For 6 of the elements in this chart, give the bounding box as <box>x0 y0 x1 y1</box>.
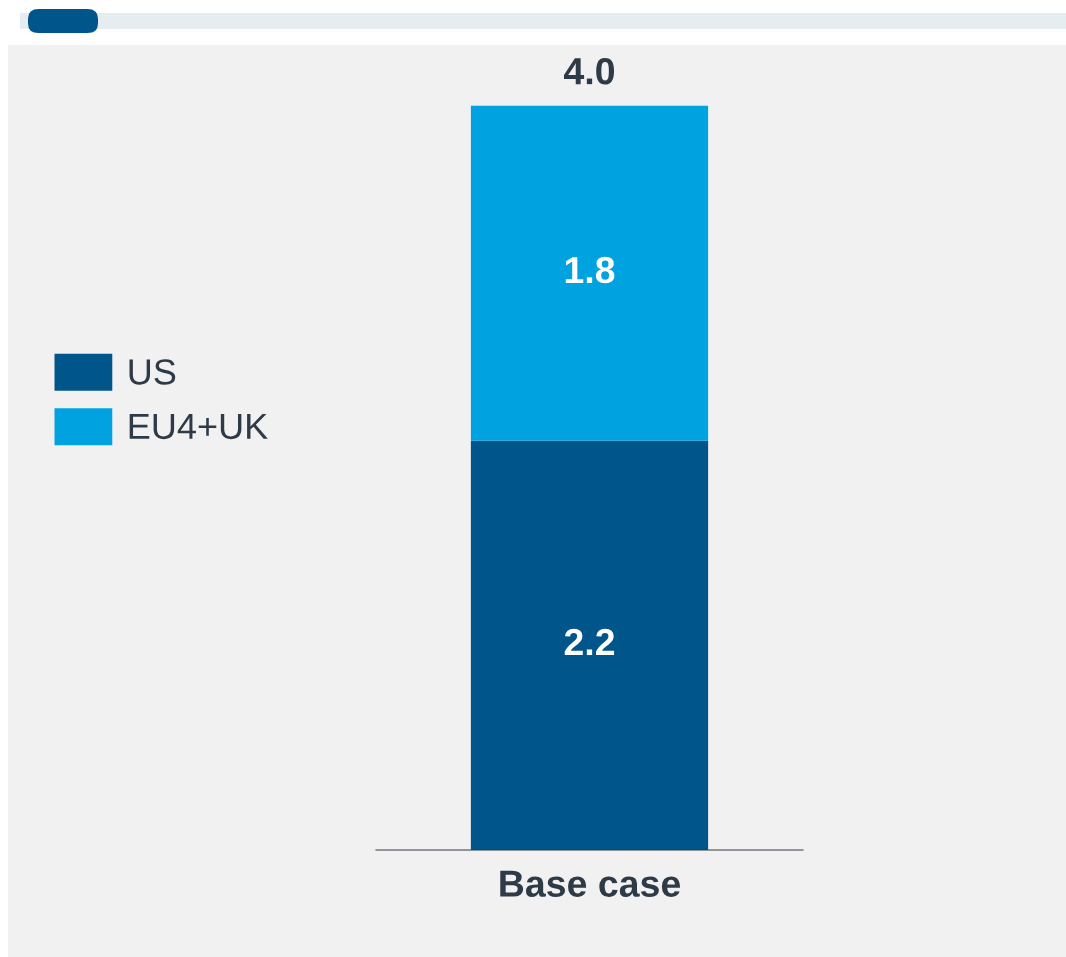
x-tick-label: Base case <box>500 870 680 897</box>
legend-label: EU4+UK <box>129 413 268 440</box>
legend-label: US <box>129 359 176 385</box>
total-label: 4.0 <box>564 57 615 85</box>
data-label: 2.2 <box>564 628 615 656</box>
data-label: 1.8 <box>565 256 615 284</box>
